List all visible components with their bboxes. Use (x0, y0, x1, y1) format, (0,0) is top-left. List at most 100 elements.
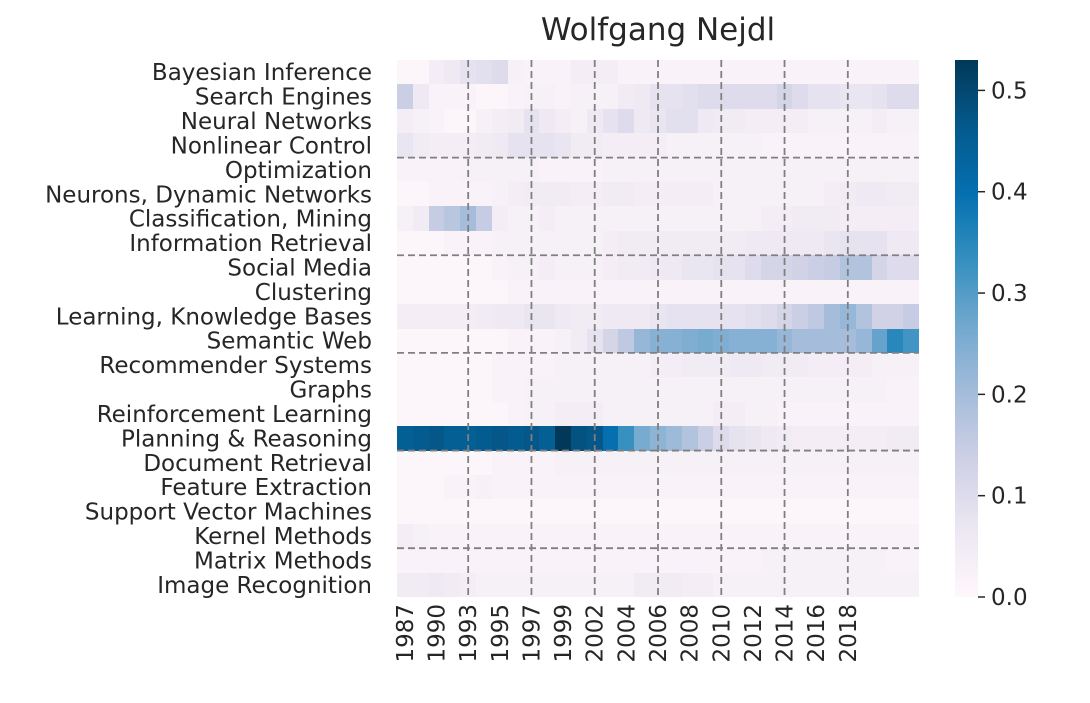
heatmap-cell (824, 451, 840, 475)
heatmap-cell (887, 255, 903, 280)
heatmap-cell (903, 158, 919, 182)
heatmap-cell (903, 109, 919, 133)
heatmap-cell (824, 304, 840, 329)
heatmap-cell (492, 182, 508, 206)
heatmap-cell (745, 133, 761, 158)
heatmap-cell (808, 377, 824, 402)
heatmap-cell (903, 426, 919, 451)
heatmap-cell (476, 451, 492, 475)
heatmap-cell (824, 499, 840, 524)
heatmap-cell (745, 451, 761, 475)
heatmap-cell (872, 280, 887, 304)
heatmap-cell (539, 329, 555, 353)
heatmap-cell (761, 280, 777, 304)
heatmap-cell (587, 133, 603, 158)
heatmap-cell (634, 548, 650, 573)
heatmap-cell (808, 475, 824, 499)
heatmap-cell (903, 329, 919, 353)
heatmap-cell (444, 84, 460, 109)
heatmap-cell (729, 499, 745, 524)
x-tick-label: 2014 (773, 604, 799, 663)
heatmap-cell (682, 353, 698, 377)
heatmap-cell (761, 353, 777, 377)
heatmap-cell (887, 353, 903, 377)
heatmap-cell (413, 402, 429, 426)
heatmap-cell (729, 158, 745, 182)
colorbar-tick-label: 0.5 (991, 78, 1028, 104)
heatmap-cell (887, 524, 903, 548)
heatmap-cell (745, 280, 761, 304)
heatmap-cell (856, 84, 872, 109)
heatmap-cell (444, 524, 460, 548)
heatmap-cell (698, 329, 713, 353)
heatmap-cell (872, 451, 887, 475)
heatmap-cell (429, 573, 444, 597)
heatmap-cell (903, 231, 919, 255)
heatmap-cell (476, 133, 492, 158)
heatmap-cell (476, 402, 492, 426)
heatmap-cell (603, 451, 618, 475)
heatmap-cell (777, 377, 792, 402)
heatmap-cell (761, 573, 777, 597)
x-tick-label: 2006 (646, 604, 672, 663)
heatmap-cell (666, 255, 682, 280)
heatmap-cell (492, 377, 508, 402)
heatmap-cell (761, 84, 777, 109)
heatmap-cell (634, 206, 650, 231)
heatmap-cell (429, 280, 444, 304)
heatmap-cell (634, 524, 650, 548)
heatmap-cell (413, 524, 429, 548)
colorbar-gradient (955, 60, 978, 597)
heatmap-cell (618, 548, 634, 573)
heatmap-cell (872, 109, 887, 133)
heatmap-cell (808, 109, 824, 133)
heatmap-cell (824, 329, 840, 353)
heatmap-cell (603, 280, 618, 304)
heatmap-cell (492, 158, 508, 182)
heatmap-cell (539, 133, 555, 158)
heatmap-cell (666, 573, 682, 597)
heatmap-cell (666, 475, 682, 499)
heatmap-cell (824, 255, 840, 280)
heatmap-cell (887, 402, 903, 426)
heatmap-cell (429, 158, 444, 182)
heatmap-cell (872, 475, 887, 499)
heatmap-cell (429, 548, 444, 573)
heatmap-cell (555, 524, 571, 548)
heatmap-cell (524, 133, 539, 158)
heatmap-cell (745, 524, 761, 548)
heatmap-cell (792, 329, 808, 353)
heatmap-cell (856, 158, 872, 182)
heatmap-cell (792, 182, 808, 206)
heatmap-cell (729, 255, 745, 280)
y-axis-label: Reinforcement Learning (97, 402, 372, 428)
heatmap-cell (856, 329, 872, 353)
heatmap-cell (856, 573, 872, 597)
heatmap-cell (808, 451, 824, 475)
heatmap-cell (587, 255, 603, 280)
heatmap-cell (634, 426, 650, 451)
heatmap-cell (618, 304, 634, 329)
heatmap-cell (429, 133, 444, 158)
heatmap-cell (808, 329, 824, 353)
heatmap-cell (650, 573, 666, 597)
heatmap-cell (682, 231, 698, 255)
heatmap-cell (492, 548, 508, 573)
heatmap-cell (413, 206, 429, 231)
heatmap-cell (792, 451, 808, 475)
heatmap-cell (761, 377, 777, 402)
heatmap-cell (856, 182, 872, 206)
heatmap-cell (887, 158, 903, 182)
y-axis-label: Bayesian Inference (152, 60, 372, 86)
heatmap-cell (903, 353, 919, 377)
heatmap-cell (634, 475, 650, 499)
heatmap-cell (444, 499, 460, 524)
heatmap-cell (429, 426, 444, 451)
heatmap-cell (397, 573, 413, 597)
heatmap-cell (824, 182, 840, 206)
heatmap-cell (492, 524, 508, 548)
heatmap-cell (571, 231, 587, 255)
heatmap-cell (603, 158, 618, 182)
y-axis-label: Document Retrieval (143, 451, 372, 477)
heatmap-cell (792, 573, 808, 597)
